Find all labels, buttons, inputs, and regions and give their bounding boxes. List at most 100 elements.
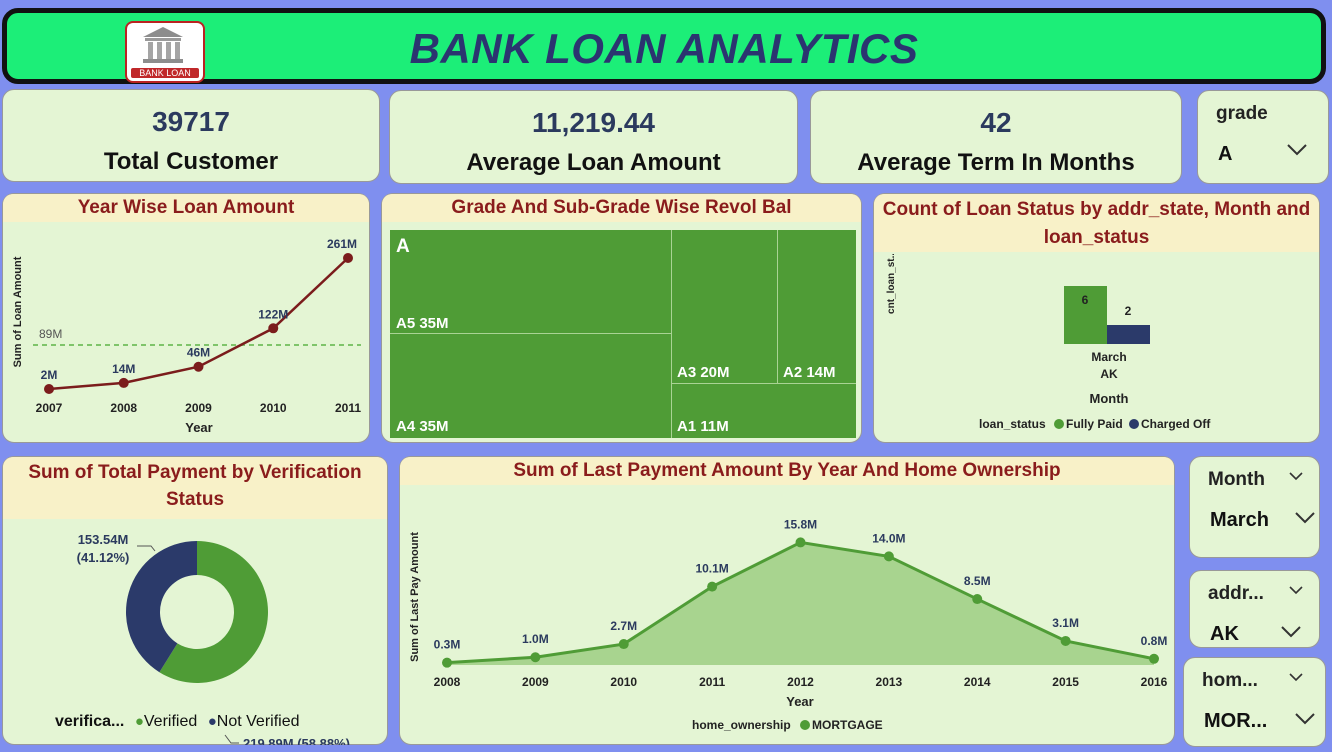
data-label: 8.5M [964, 574, 991, 588]
donut-slice-verified [159, 541, 269, 683]
legend-title: home_ownership [692, 718, 791, 732]
donut-slice-not-verified [126, 541, 197, 673]
year-wise-loan-chart[interactable]: Year Wise Loan Amount Sum of Loan Amount… [2, 193, 370, 443]
data-label: 14M [112, 362, 135, 376]
loan-status-count-chart[interactable]: Count of Loan Status by addr_state, Mont… [873, 193, 1320, 443]
chart-title: Count of Loan Status by addr_state, Mont… [874, 194, 1319, 252]
legend-swatch-fully-paid [1054, 419, 1064, 429]
legend-swatch-mortgage [800, 720, 810, 730]
chevron-down-icon[interactable] [1294, 511, 1316, 525]
data-label: 46M [187, 346, 210, 360]
treemap-tile-a1[interactable]: A1 11M [672, 384, 856, 438]
slicer-label: addr... [1208, 583, 1264, 604]
slicer-label: grade [1216, 103, 1268, 124]
chevron-down-icon[interactable] [1286, 143, 1308, 157]
data-label: 0.8M [1141, 634, 1168, 648]
month-slicer[interactable]: Month March [1189, 456, 1320, 558]
x-tick-label: 2016 [1141, 675, 1168, 689]
slicer-label: Month [1208, 469, 1265, 490]
chart-title: Sum of Total Payment by Verification Sta… [3, 457, 387, 519]
treemap-tile-a5[interactable]: A5 35M [390, 230, 672, 334]
x-tick-label: 2007 [36, 401, 63, 415]
chart-title: Sum of Last Payment Amount By Year And H… [400, 457, 1174, 485]
data-label: 261M [327, 237, 357, 251]
legend-title: verifica... [55, 713, 125, 730]
donut-svg: 153.54M (41.12%) 219.89M (58.88%) [77, 532, 350, 745]
kpi-value: 39717 [152, 106, 230, 137]
tile-label: A3 20M [677, 364, 730, 381]
chevron-down-icon[interactable] [1294, 712, 1316, 726]
kpi-label: Average Loan Amount [466, 149, 721, 176]
treemap-area: A A5 35M A4 35M A3 20M A2 14M A1 11M [390, 230, 856, 438]
x-tick-label: 2014 [964, 675, 991, 689]
x-tick-label: 2010 [610, 675, 637, 689]
addr-state-slicer[interactable]: addr... AK [1189, 570, 1320, 648]
data-label-verified: 219.89M (58.88%) [243, 736, 350, 745]
data-label-fully-paid: 6 [1082, 293, 1089, 307]
grade-slicer[interactable]: grade A [1197, 90, 1329, 184]
data-point [795, 537, 806, 548]
legend-dot-not-verified: ● [207, 713, 217, 730]
slicer-value[interactable]: AK [1210, 623, 1239, 645]
data-point [972, 594, 983, 605]
tile-label: A4 35M [396, 418, 449, 435]
legend-item-mortgage: MORTGAGE [812, 718, 883, 732]
last-payment-area-chart[interactable]: Sum of Last Payment Amount By Year And H… [399, 456, 1175, 745]
x-tick-label: 2011 [699, 675, 725, 689]
kpi-average-term[interactable]: 42 Average Term In Months [810, 90, 1182, 184]
tile-label: A1 11M [677, 418, 729, 435]
dashboard-title: BANK LOAN ANALYTICS [409, 25, 919, 72]
bank-logo: BANK LOAN [125, 21, 205, 83]
x-tick-label: 2009 [185, 401, 212, 415]
chevron-down-icon[interactable] [1280, 625, 1302, 639]
chevron-down-icon[interactable] [1288, 672, 1304, 682]
legend-item-fully-paid: Fully Paid [1066, 417, 1123, 431]
x-tick-label: 2010 [260, 401, 287, 415]
kpi-total-customer[interactable]: 39717 Total Customer [2, 89, 380, 182]
data-label: 0.3M [434, 638, 461, 652]
slicer-label: hom... [1202, 670, 1258, 691]
data-label: 1.0M [522, 632, 549, 646]
chevron-down-icon[interactable] [1288, 471, 1304, 481]
home-ownership-slicer[interactable]: hom... MOR... [1183, 657, 1326, 747]
data-point [442, 657, 452, 668]
kpi-value: 42 [980, 107, 1012, 138]
x-tick-label: 2015 [1052, 675, 1079, 689]
grade-revol-bal-treemap[interactable]: Grade And Sub-Grade Wise Revol Bal A A5 … [381, 193, 862, 443]
data-point [193, 361, 204, 372]
tile-label: A5 35M [396, 315, 449, 332]
treemap-tile-a4[interactable]: A4 35M [390, 334, 672, 438]
data-point [1149, 653, 1159, 664]
legend-item-charged-off: Charged Off [1141, 417, 1211, 431]
chart-title: Grade And Sub-Grade Wise Revol Bal [382, 194, 861, 222]
data-label-not-verified: 153.54M [78, 532, 129, 547]
legend-dot-verified: ● [134, 713, 144, 730]
treemap-tile-a3[interactable]: A3 20M [672, 230, 778, 384]
area-chart-svg: Sum of Last Pay Amount Year home_ownersh… [409, 517, 1168, 732]
chevron-down-icon[interactable] [1288, 585, 1304, 595]
data-point [44, 383, 54, 394]
verification-status-donut[interactable]: Sum of Total Payment by Verification Sta… [2, 456, 388, 745]
data-point [1060, 635, 1071, 646]
tile-label: A2 14M [783, 364, 836, 381]
slicer-value[interactable]: A [1218, 143, 1233, 165]
bar-fully-paid [1064, 286, 1107, 344]
data-label: 10.1M [695, 562, 728, 576]
bank-building-icon [143, 27, 183, 63]
legend-item-verified[interactable]: Verified [143, 713, 198, 730]
chart-title: Year Wise Loan Amount [3, 194, 369, 222]
line-chart-svg: Sum of Loan Amount Year 89M 2M 2007 14M 2008… [12, 237, 361, 435]
kpi-average-loan-amount[interactable]: 11,219.44 Average Loan Amount [389, 90, 798, 184]
treemap-tile-a2[interactable]: A2 14M [778, 230, 856, 384]
slicer-value[interactable]: March [1210, 509, 1269, 531]
slicer-value[interactable]: MOR... [1204, 710, 1268, 732]
data-point [118, 377, 129, 388]
kpi-value: 11,219.44 [531, 107, 656, 138]
donut-legend: verifica... ●Verified ●Not Verified [55, 713, 300, 731]
data-point [268, 323, 279, 334]
legend-item-not-verified[interactable]: Not Verified [216, 713, 300, 730]
y-axis-label: Sum of Last Pay Amount [409, 532, 421, 662]
area-fill [447, 542, 1154, 665]
data-point [707, 581, 718, 592]
data-label-not-verified-pct: (41.12%) [77, 550, 130, 565]
